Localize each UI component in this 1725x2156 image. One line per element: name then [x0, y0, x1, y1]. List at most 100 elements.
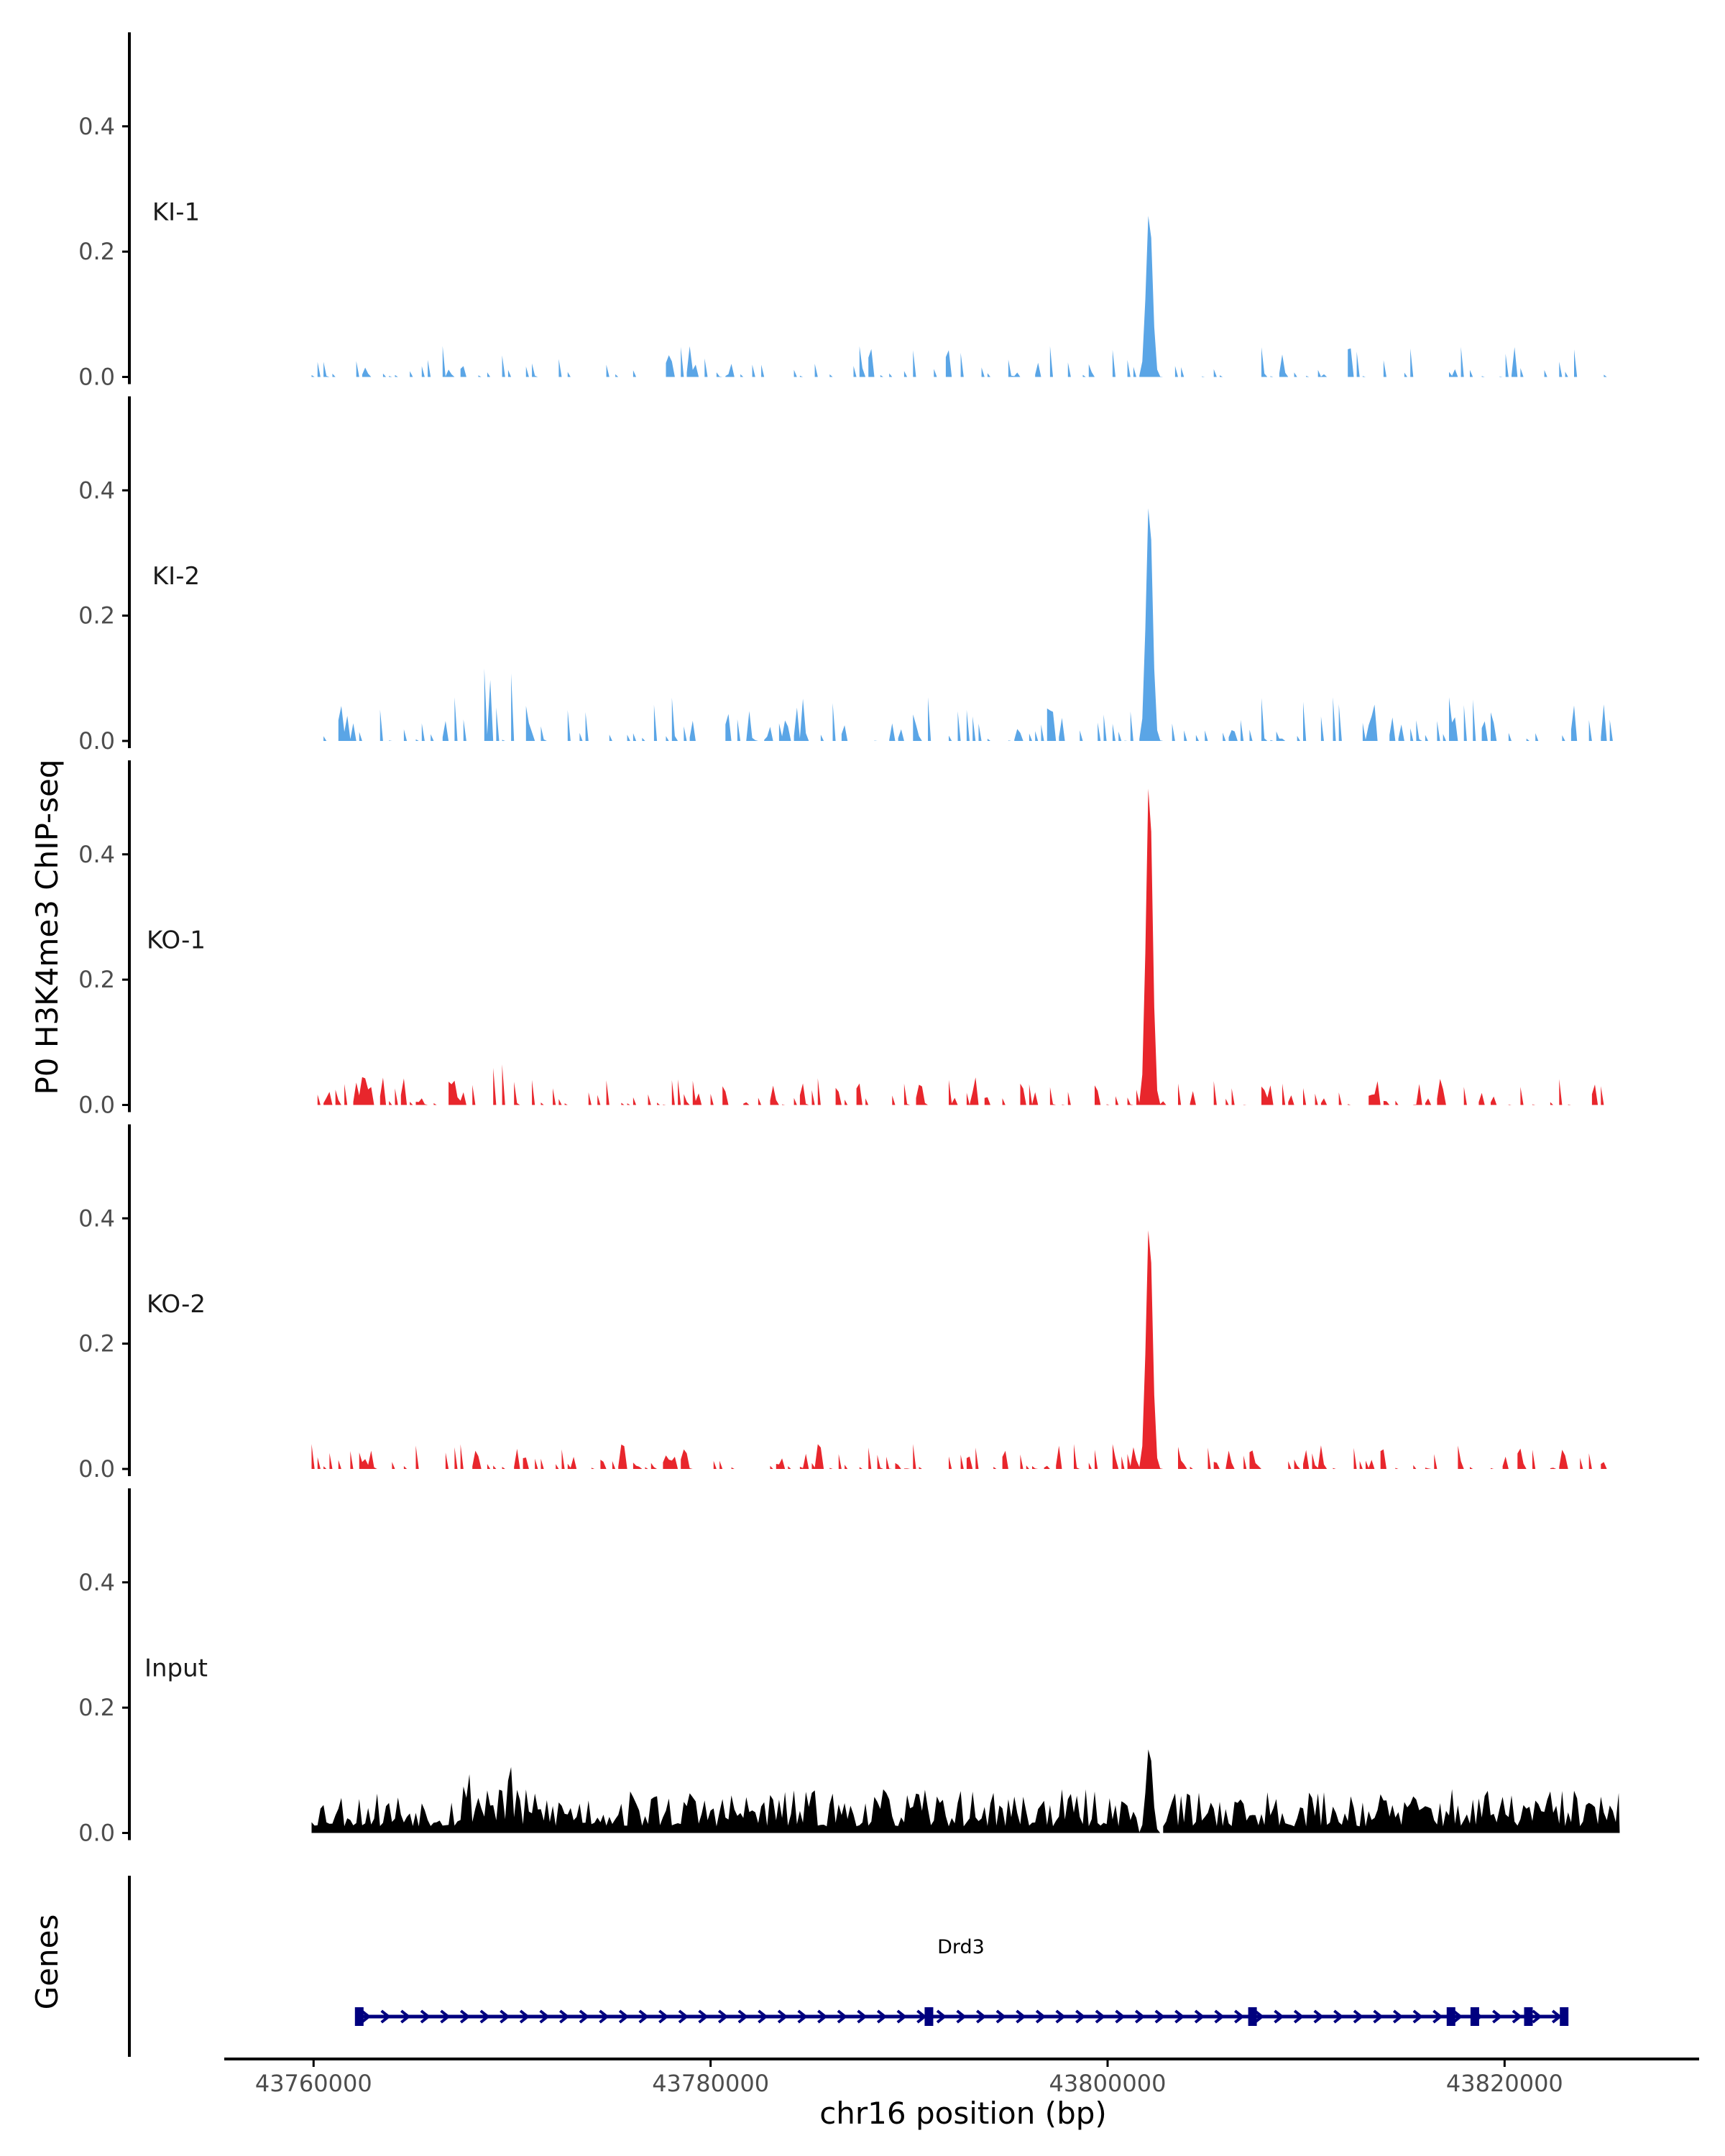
strand-arrow [1373, 2009, 1384, 2024]
strand-arrow [380, 2009, 391, 2024]
coverage-area [311, 216, 1616, 377]
strand-arrow [936, 2009, 947, 2024]
exon [1524, 2007, 1533, 2026]
gene-layer [128, 1876, 1569, 2057]
strand-arrow [737, 2009, 749, 2024]
strand-arrow [1075, 2009, 1086, 2024]
strand-arrow [1214, 2009, 1225, 2024]
strand-arrow [857, 2009, 868, 2024]
exon [1470, 2007, 1479, 2026]
track-label: KO-1 [147, 926, 206, 955]
x-tick-label: 43760000 [255, 2070, 372, 2097]
exon [1248, 2007, 1257, 2026]
track-label: KI-1 [152, 198, 200, 227]
strand-arrow [777, 2009, 788, 2024]
strand-arrow [420, 2009, 431, 2024]
track-ko-2: 0.0 0.2 0.4 KO-2 [78, 1124, 1607, 1483]
gene-label: Drd3 [937, 1936, 985, 1958]
exon [1560, 2007, 1569, 2026]
strand-arrow [400, 2009, 411, 2024]
x-axis: 43760000 43780000 43800000 43820000 [224, 2058, 1699, 2097]
strand-arrow [440, 2009, 451, 2024]
exon [1446, 2007, 1455, 2026]
strand-arrow [500, 2009, 510, 2024]
strand-arrow [1392, 2009, 1404, 2024]
y-tick-label: 0.2 [78, 1694, 115, 1721]
strand-arrow [1532, 2009, 1542, 2024]
strand-arrow [459, 2009, 471, 2024]
y-tick-label: 0.4 [78, 841, 115, 868]
strand-arrow [1512, 2009, 1523, 2024]
strand-arrow [717, 2009, 729, 2024]
y-tick-label: 0.0 [78, 364, 115, 391]
strand-arrow [1274, 2009, 1284, 2024]
exon [924, 2007, 934, 2026]
strand-arrow [1134, 2009, 1146, 2024]
y-tick-label: 0.2 [78, 966, 115, 993]
strand-arrow [559, 2009, 570, 2024]
strand-arrow [1412, 2009, 1424, 2024]
y-tick-label: 0.4 [78, 1204, 115, 1232]
coverage-area [311, 1749, 1620, 1833]
strand-arrow [678, 2009, 689, 2024]
track-ko-1: 0.0 0.2 0.4 KO-1 [78, 760, 1604, 1119]
strand-arrow [1194, 2009, 1205, 2024]
strand-arrow [758, 2009, 768, 2024]
strand-arrow [956, 2009, 967, 2024]
strand-arrow [1551, 2009, 1563, 2024]
strand-arrow [539, 2009, 550, 2024]
y-axis-title: P0 H3K4me3 ChIP-seq [29, 759, 65, 1095]
strand-arrow [658, 2009, 669, 2024]
strand-arrow [1313, 2009, 1324, 2024]
y-tick-label: 0.0 [78, 1455, 115, 1483]
strand-arrow [618, 2009, 630, 2024]
strand-arrow [1154, 2009, 1166, 2024]
coverage-area [317, 788, 1604, 1105]
strand-arrow [1452, 2009, 1463, 2024]
track-input: 0.0 0.2 0.4 Input [78, 1488, 1620, 1847]
y-tick-label: 0.0 [78, 727, 115, 755]
y-tick-label: 0.2 [78, 1330, 115, 1358]
strand-arrow [797, 2009, 808, 2024]
y-tick-label: 0.0 [78, 1092, 115, 1119]
strand-arrow [1055, 2009, 1066, 2024]
track-label: Input [144, 1654, 208, 1683]
y-tick-label: 0.4 [78, 1569, 115, 1596]
strand-arrow [1432, 2009, 1443, 2024]
x-tick-label: 43800000 [1049, 2070, 1167, 2097]
strand-arrow [1293, 2009, 1305, 2024]
strand-arrow [896, 2009, 907, 2024]
strand-arrow [1174, 2009, 1185, 2024]
exon [354, 2007, 364, 2026]
strand-arrow [995, 2009, 1007, 2024]
x-tick-label: 43780000 [652, 2070, 769, 2097]
coverage-area [323, 508, 1613, 741]
strand-arrow [479, 2009, 490, 2024]
track-label: KO-2 [147, 1290, 206, 1319]
track-label: KI-2 [152, 562, 200, 591]
strand-arrow [975, 2009, 987, 2024]
y-tick-label: 0.2 [78, 238, 115, 265]
tracks-layer: 0.00.20.4KI-10.00.20.4KI-20.00.20.4KO-10… [78, 32, 1620, 1847]
strand-arrow [360, 2009, 372, 2024]
strand-arrow [1333, 2009, 1344, 2024]
strand-arrow [638, 2009, 649, 2024]
strand-arrow [1095, 2009, 1106, 2024]
strand-arrow [579, 2009, 590, 2024]
strand-arrow [837, 2009, 848, 2024]
strand-arrow [1492, 2009, 1503, 2024]
track-ki-2: 0.0 0.2 0.4 KI-2 [78, 396, 1613, 755]
strand-arrow [1016, 2009, 1026, 2024]
strand-arrow [1115, 2009, 1126, 2024]
strand-arrow [698, 2009, 709, 2024]
x-axis-title: chr16 position (bp) [819, 2096, 1107, 2131]
strand-arrow [1353, 2009, 1364, 2024]
strand-arrow [1234, 2009, 1245, 2024]
strand-arrow [1035, 2009, 1046, 2024]
track-ki-1: 0.0 0.2 0.4 KI-1 [78, 32, 1616, 391]
coverage-area [311, 1230, 1607, 1469]
x-tick-label: 43820000 [1446, 2070, 1563, 2097]
y-tick-label: 0.4 [78, 113, 115, 140]
strand-arrow [1254, 2009, 1265, 2024]
